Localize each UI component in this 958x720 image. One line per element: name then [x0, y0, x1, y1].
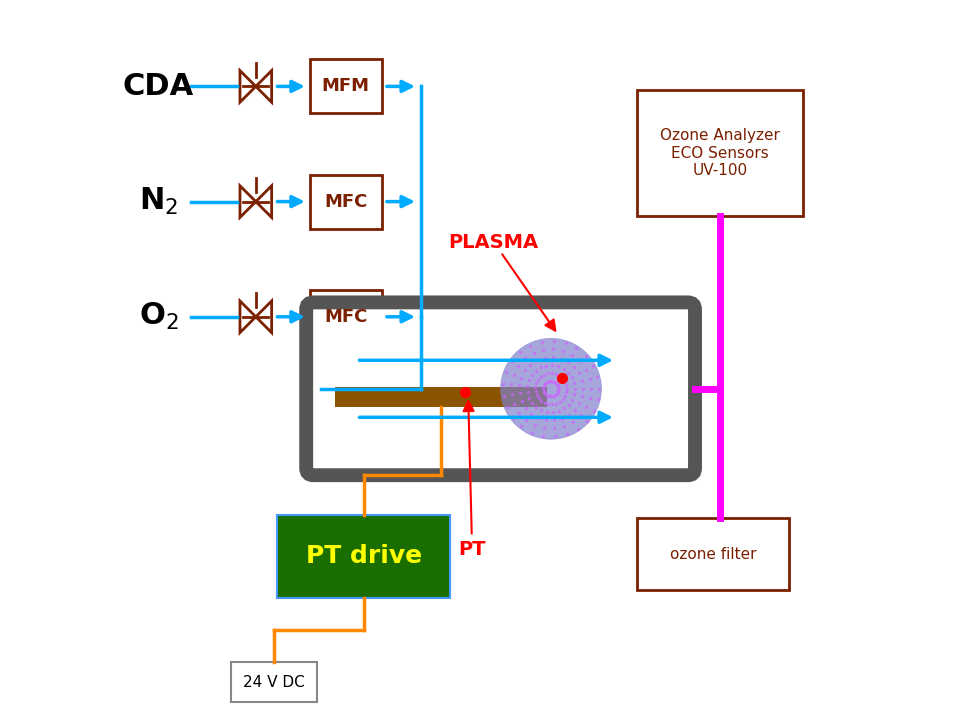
Polygon shape [256, 301, 272, 333]
Text: N$_2$: N$_2$ [139, 186, 178, 217]
Polygon shape [240, 71, 256, 102]
Text: Ozone Analyzer
ECO Sensors
UV-100: Ozone Analyzer ECO Sensors UV-100 [660, 128, 780, 178]
FancyBboxPatch shape [309, 175, 382, 229]
Text: PLASMA: PLASMA [448, 233, 538, 252]
Text: CDA: CDA [123, 72, 194, 101]
FancyBboxPatch shape [307, 302, 695, 475]
Polygon shape [240, 301, 256, 333]
Text: 24 V DC: 24 V DC [243, 675, 305, 690]
Text: ozone filter: ozone filter [670, 547, 756, 562]
Text: PT drive: PT drive [306, 544, 422, 568]
FancyBboxPatch shape [309, 290, 382, 344]
Text: O$_2$: O$_2$ [139, 301, 178, 333]
FancyBboxPatch shape [335, 387, 547, 407]
FancyBboxPatch shape [637, 518, 788, 590]
Circle shape [501, 338, 602, 439]
Polygon shape [256, 71, 272, 102]
Text: MFC: MFC [324, 308, 368, 325]
Text: MFC: MFC [324, 193, 368, 211]
Text: PT: PT [458, 540, 486, 559]
FancyBboxPatch shape [637, 90, 803, 216]
FancyBboxPatch shape [309, 60, 382, 114]
FancyBboxPatch shape [231, 662, 317, 702]
Text: MFM: MFM [322, 78, 370, 96]
Polygon shape [240, 186, 256, 217]
Polygon shape [256, 186, 272, 217]
FancyBboxPatch shape [278, 515, 450, 598]
